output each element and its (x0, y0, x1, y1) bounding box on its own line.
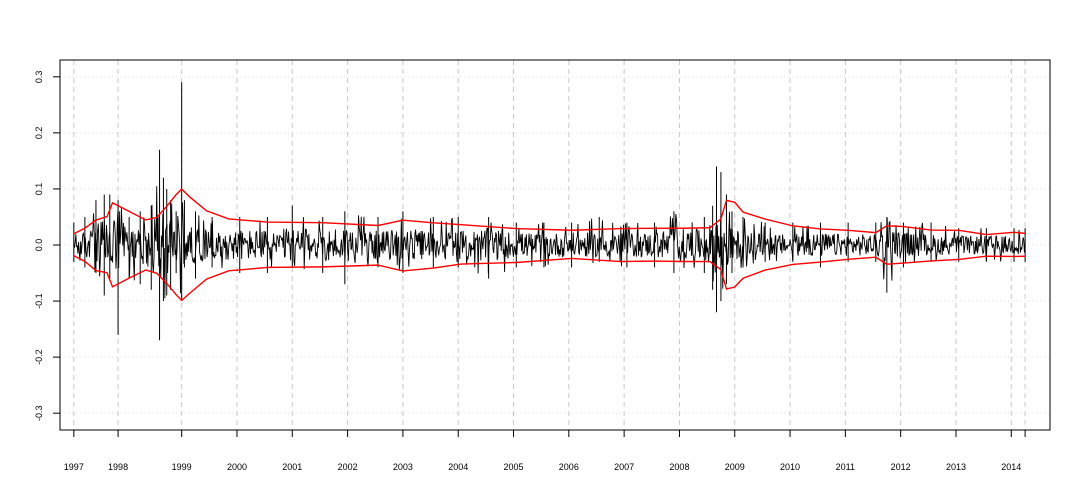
x-tick-label: 2004 (448, 462, 468, 472)
x-tick-label: 1998 (108, 462, 128, 472)
x-tick-label: 2012 (891, 462, 911, 472)
x-tick-label: 2011 (836, 462, 855, 472)
x-tick-label: 2001 (282, 462, 302, 472)
y-tick-label: 0.0 (34, 239, 44, 252)
returns-line (73, 186, 1026, 299)
lower-band-line (73, 255, 1026, 302)
x-tick-label: 2000 (227, 462, 247, 472)
x-tick-label: 2007 (614, 462, 634, 472)
x-tick-label: 2003 (393, 462, 413, 472)
returns-series (73, 82, 1026, 341)
y-tick-label: -0.2 (34, 349, 44, 365)
y-tick-label: 0.1 (34, 183, 44, 196)
x-tick-label: 2014 (1001, 462, 1021, 472)
y-tick-label: -0.1 (34, 293, 44, 309)
x-tick-label: 2002 (338, 462, 358, 472)
x-tick-label: 2006 (559, 462, 579, 472)
x-tick-label: 2005 (504, 462, 524, 472)
plot-series (73, 82, 1026, 341)
axes: 1997 1998 1999 2000 2001 2002 2003 2004 2005 2006… (34, 71, 1026, 472)
y-tick-label: -0.3 (34, 405, 44, 421)
x-tick-label: 2010 (780, 462, 800, 472)
x-tick-label: 1997 (64, 462, 84, 472)
upper-band-line (73, 188, 1026, 236)
x-tick-label: 2013 (946, 462, 966, 472)
x-tick-label: 1999 (172, 462, 192, 472)
x-tick-label: 2009 (725, 462, 745, 472)
y-tick-label: 0.2 (34, 127, 44, 140)
y-tick-label: 0.3 (34, 71, 44, 84)
x-tick-label: 2008 (669, 462, 689, 472)
